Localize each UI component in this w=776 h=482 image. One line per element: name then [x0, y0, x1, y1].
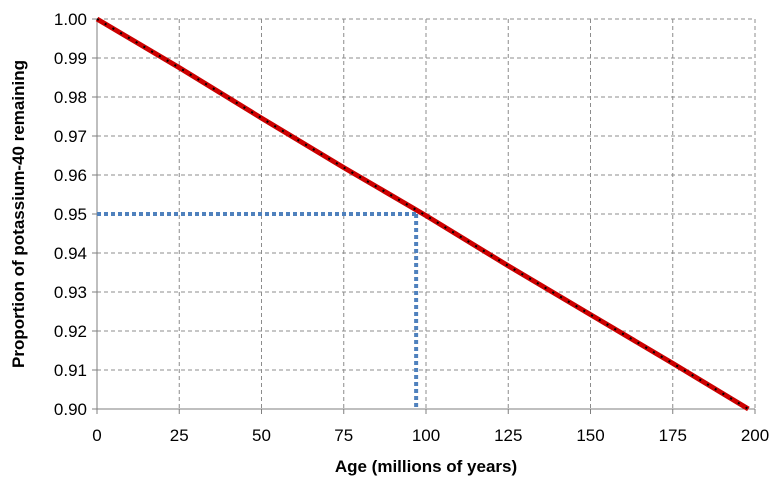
- x-axis-title: Age (millions of years): [335, 457, 517, 476]
- x-tick-label: 25: [170, 426, 189, 445]
- x-tick-label: 175: [659, 426, 687, 445]
- y-tick-label: 0.96: [54, 166, 87, 185]
- y-tick-label: 0.91: [54, 361, 87, 380]
- y-tick-label: 0.90: [54, 400, 87, 419]
- y-axis-title: Proportion of potassium-40 remaining: [9, 60, 28, 368]
- y-tick-label: 0.92: [54, 322, 87, 341]
- y-tick-label: 0.98: [54, 88, 87, 107]
- x-tick-labels: 0 25 50 75 100 125 150 175 200: [92, 426, 769, 445]
- y-tick-label: 0.94: [54, 244, 87, 263]
- y-tick-label: 0.95: [54, 205, 87, 224]
- x-tick-label: 100: [412, 426, 440, 445]
- series-dotted-overlay: [96, 18, 749, 410]
- y-tick-label: 0.97: [54, 127, 87, 146]
- grid-lines: [97, 18, 756, 409]
- x-tick-label: 200: [741, 426, 769, 445]
- y-tick-labels: 0.90 0.91 0.92 0.93 0.94 0.95 0.96 0.97 0.98 0.99…: [54, 10, 87, 419]
- x-tick-label: 75: [334, 426, 353, 445]
- y-tick-label: 0.93: [54, 283, 87, 302]
- annotations-group: [97, 212, 419, 409]
- x-tick-label: 50: [252, 426, 271, 445]
- y-tick-label: 1.00: [54, 10, 87, 29]
- y-tick-label: 0.99: [54, 49, 87, 68]
- x-tick-label: 150: [576, 426, 604, 445]
- x-tick-label: 0: [92, 426, 101, 445]
- x-tick-label: 125: [494, 426, 522, 445]
- series-group: [95, 16, 750, 412]
